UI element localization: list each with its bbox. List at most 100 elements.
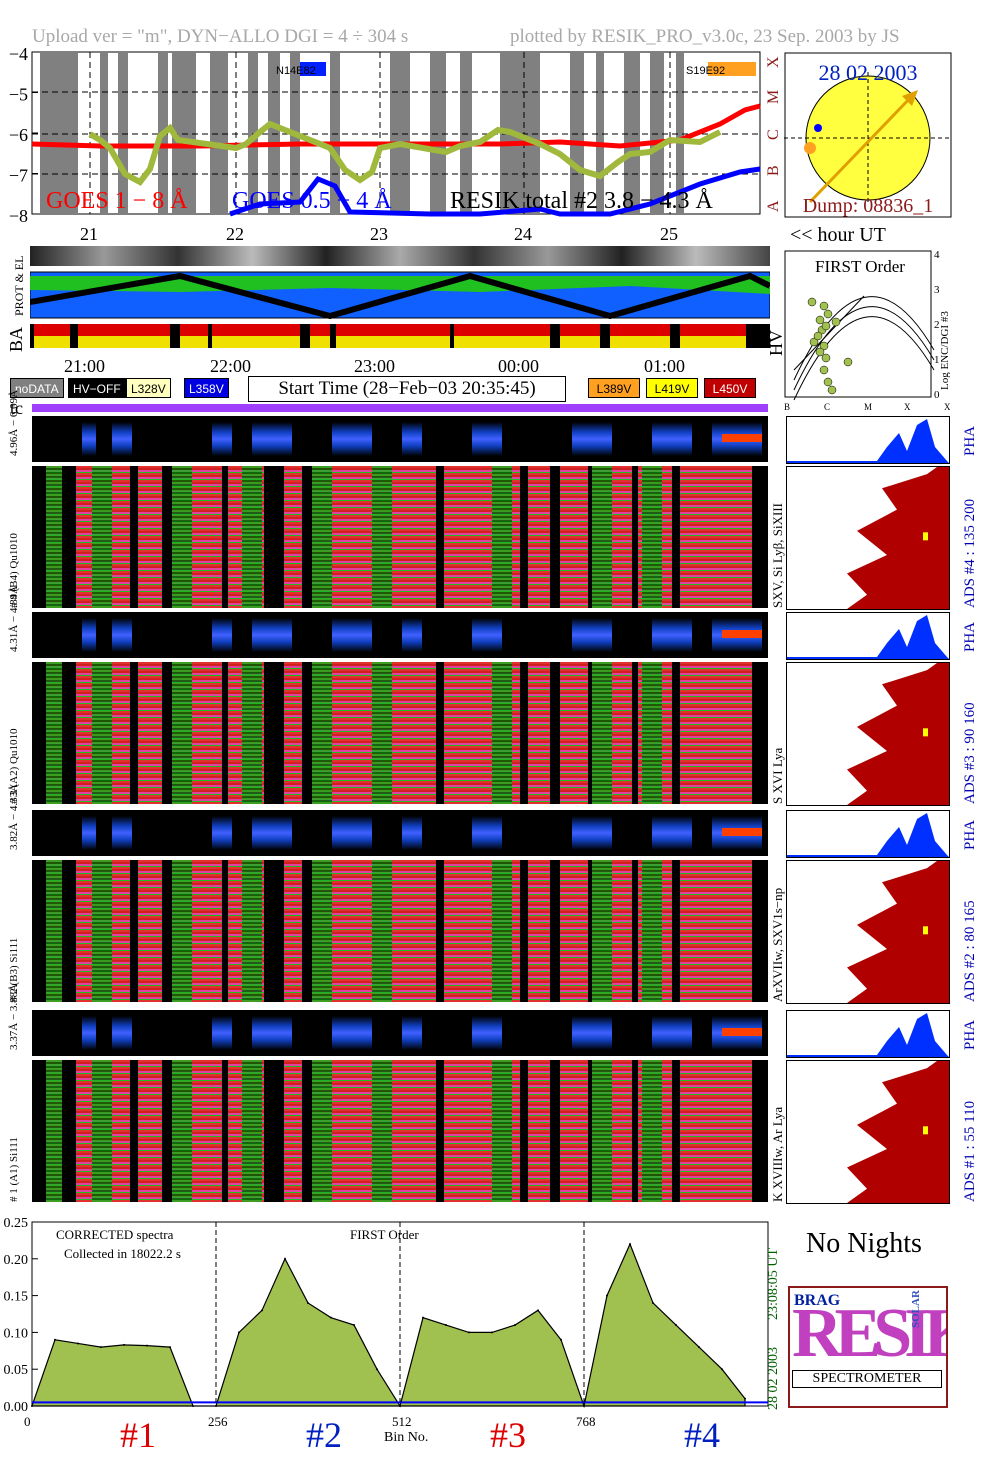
spectrum-right-time: 23:08:05 UT [766,1248,781,1320]
ba-label: BA [6,326,26,352]
spectrum-xtick: 0 [24,1414,31,1429]
pha-band [472,422,502,456]
pha-label: PHA [962,425,978,456]
tc-label: tc [10,398,23,418]
heatmap-gap [222,1060,228,1202]
heatmap-green-band [46,1060,62,1202]
spectrum-title: CORRECTED spectra [56,1227,174,1242]
pha-waterfall [32,612,768,658]
heatmap-gap [632,1060,638,1202]
spectrum-ytick: 0.10 [4,1326,29,1341]
pha-profile-fill [787,813,949,857]
ads-marker [923,1126,928,1135]
pha-band [212,1016,232,1050]
fo-xtick: X10 [944,402,950,412]
scatter-point [813,331,823,341]
ba-gap [600,324,610,348]
heatmap-green-band [242,860,262,1002]
prot-label: PROT & EL [12,255,26,316]
spectrum-point [192,1405,194,1407]
heatmap-gap [752,466,768,608]
heatmap-green-band [312,860,332,1002]
spectrum-ytick: 0.25 [4,1216,29,1231]
heatmap-gap [222,860,228,1002]
pha-band [82,422,96,456]
pha-band [332,422,372,456]
spectrum-point [146,1344,148,1347]
pha-band [212,422,232,456]
scatter-point [823,377,833,387]
spectrum-point [491,1331,493,1334]
night-band [676,52,684,214]
goes-ytick: −7 [9,166,28,186]
heatmap-green-band [372,662,392,804]
ba-gap [300,324,310,348]
pha-hot-band [722,434,762,442]
heatmap-gap [588,466,592,608]
goes-class-letters: X M C B A [765,56,782,212]
night-band [430,52,446,214]
channel-heatmap [32,860,768,1002]
heatmap-green-band [642,662,662,804]
heatmap-gap [162,466,172,608]
pha-band [82,816,96,850]
scatter-point [819,301,829,311]
fo-ytick: 0 [934,389,940,401]
pha-band [112,618,132,652]
scatter-point [843,357,853,367]
ba-gap [746,324,770,348]
pha-label: PHA [962,819,978,850]
heatmap-green-band [172,1060,192,1202]
pha-band [472,816,502,850]
logo-small-left: BRAG [794,1292,841,1309]
spectrum-point [215,1405,217,1407]
spectrum-point [54,1338,56,1341]
heatmap-green-band [92,466,112,608]
hour-tick: 21 [80,224,98,244]
heatmap-green-band [172,860,192,1002]
heatmap-green-band [242,662,262,804]
pha-band [252,618,292,652]
ba-gap [550,324,560,348]
heatmap-gap [32,662,46,804]
spectrum-xtick: 768 [576,1414,596,1429]
heatmap-green-band [242,466,262,608]
spectrum-point [123,1343,125,1346]
spectrum-xtick: 256 [208,1414,228,1429]
region-left-box [300,62,326,76]
heatmap-green-band [372,860,392,1002]
night-band [210,52,228,214]
hour-tick: 22 [226,224,244,244]
pha-band [472,618,502,652]
scatter-point [819,341,829,351]
spectrum-ytick: 0.20 [4,1253,29,1268]
hour-axis-label: << hour UT [790,224,886,246]
pha-band [402,816,422,850]
pha-hot-band [722,630,762,638]
goes-class-letter: B [765,165,782,176]
ba-strip-yellow [30,336,770,348]
heatmap-gap [62,860,76,1002]
region-left-label: N14E82 [276,65,316,77]
header-right: plotted by RESIK_PRO_v3.0c, 23 Sep. 2003… [510,26,900,47]
goes-ytick: −8 [9,206,28,224]
ads-profile-fill [847,663,949,805]
night-band [596,52,604,214]
spectrum-point [721,1368,723,1371]
pha-band [252,422,292,456]
pha-band [212,618,232,652]
pha-range-label: 3.82Å − 4.33Å [8,783,20,850]
pha-profile [786,416,950,464]
scatter-point [831,317,841,327]
scatter-point [823,309,833,319]
heatmap-gap [130,1060,138,1202]
heatmap-gap [520,860,528,1002]
heatmap-green-band [592,1060,612,1202]
fo-ytick: 4 [934,250,940,261]
ads-marker [923,532,928,541]
spectrum-point [330,1316,332,1319]
fo-ytick: 2 [934,319,940,331]
heatmap-gap [672,860,680,1002]
goes-short-curve [229,166,761,217]
heatmap-gap [436,466,444,608]
